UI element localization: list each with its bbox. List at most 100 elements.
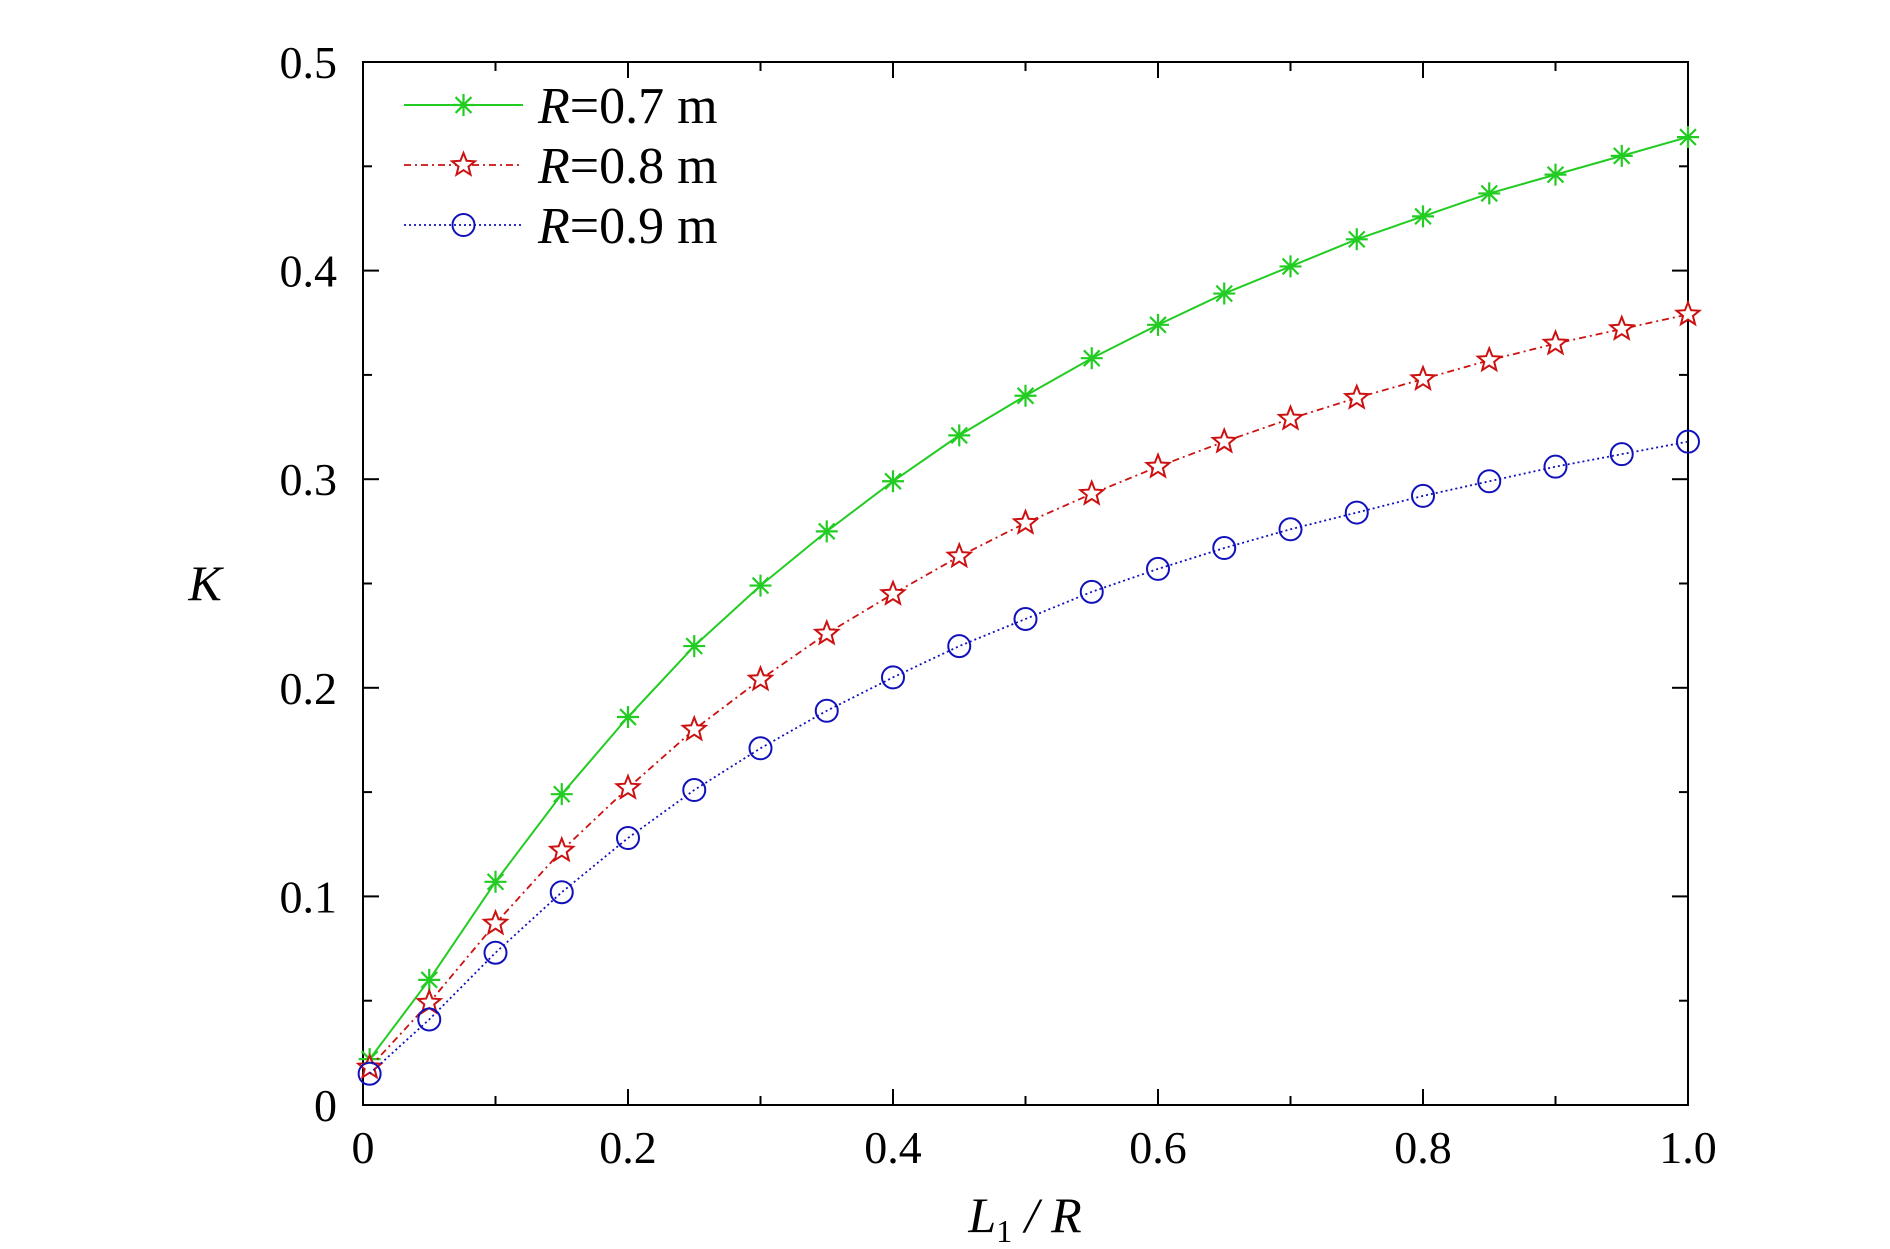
data-point-r-0-8 bbox=[1011, 508, 1040, 535]
data-point-r-0-9 bbox=[1013, 606, 1038, 631]
data-point-r-0-9 bbox=[483, 940, 508, 965]
y-tick-label: 0 bbox=[314, 1080, 337, 1131]
x-tick-label: 1.0 bbox=[1659, 1122, 1717, 1173]
data-point-r-0-7 bbox=[1213, 282, 1236, 305]
series-layer bbox=[355, 126, 1703, 1086]
data-point-r-0-9 bbox=[881, 665, 905, 690]
legend-item-r-0-8: R=0.8 m bbox=[404, 138, 718, 195]
data-point-r-0-7 bbox=[1080, 347, 1103, 370]
data-point-r-0-7 bbox=[1677, 126, 1699, 149]
series-r-0-9 bbox=[357, 429, 1700, 1086]
x-tick-label: 0.6 bbox=[1129, 1122, 1187, 1173]
data-point-r-0-7 bbox=[1147, 313, 1169, 336]
data-point-r-0-8 bbox=[878, 579, 908, 606]
data-point-r-0-7 bbox=[1412, 205, 1434, 228]
data-point-r-0-7 bbox=[683, 635, 706, 658]
legend-label-r-0-7: R=0.7 m bbox=[537, 78, 718, 135]
legend-label-var: R bbox=[537, 198, 570, 255]
legend-label-var: R bbox=[537, 138, 570, 195]
data-point-r-0-8 bbox=[1541, 328, 1570, 356]
x-axis-label-rest: / R bbox=[1012, 1187, 1081, 1243]
legend-label-value: =0.8 m bbox=[570, 138, 718, 195]
legend-label-r-0-8: R=0.8 m bbox=[537, 138, 718, 195]
series-line-r-0-8 bbox=[368, 313, 1689, 1069]
data-point-r-0-9 bbox=[682, 778, 707, 803]
data-point-r-0-9 bbox=[1609, 442, 1634, 467]
data-point-r-0-9 bbox=[1543, 454, 1568, 479]
data-point-r-0-7 bbox=[1544, 163, 1567, 186]
data-point-r-0-8 bbox=[1342, 383, 1371, 410]
series-r-0-8 bbox=[355, 299, 1703, 1080]
data-point-r-0-7 bbox=[1345, 228, 1368, 251]
data-point-r-0-9 bbox=[1344, 500, 1369, 525]
data-point-r-0-8 bbox=[1276, 403, 1305, 431]
x-axis-label-main: L bbox=[967, 1187, 996, 1243]
data-point-r-0-9 bbox=[1146, 556, 1170, 581]
legend-marker-r-0-9 bbox=[451, 213, 476, 237]
data-point-r-0-9 bbox=[616, 825, 640, 850]
data-point-r-0-9 bbox=[1212, 536, 1237, 561]
data-point-r-0-8 bbox=[945, 541, 974, 569]
data-point-r-0-9 bbox=[814, 698, 839, 723]
data-point-r-0-9 bbox=[1477, 469, 1502, 494]
legend-label-r-0-9: R=0.9 m bbox=[537, 198, 718, 255]
y-tick-label: 0.1 bbox=[280, 871, 338, 922]
x-axis-label: L1 / R bbox=[967, 1187, 1081, 1249]
data-point-r-0-8 bbox=[812, 618, 841, 646]
data-point-r-0-7 bbox=[617, 706, 639, 729]
data-point-r-0-7 bbox=[1279, 255, 1302, 278]
data-point-r-0-9 bbox=[357, 1061, 382, 1086]
data-point-r-0-8 bbox=[1475, 345, 1504, 373]
data-point-r-0-9 bbox=[1676, 429, 1700, 454]
data-point-r-0-8 bbox=[613, 773, 643, 800]
data-point-r-0-7 bbox=[550, 783, 573, 806]
data-point-r-0-7 bbox=[1478, 182, 1501, 205]
series-r-0-7 bbox=[358, 126, 1699, 1071]
y-tick-label: 0.2 bbox=[280, 663, 338, 714]
data-point-r-0-8 bbox=[547, 835, 576, 863]
x-tick-label: 0.2 bbox=[599, 1122, 657, 1173]
data-point-r-0-7 bbox=[418, 968, 441, 991]
legend-label-value: =0.7 m bbox=[570, 78, 718, 135]
series-line-r-0-7 bbox=[368, 136, 1689, 1060]
legend-item-r-0-9: R=0.9 m bbox=[404, 198, 718, 255]
data-point-r-0-7 bbox=[882, 470, 904, 493]
data-point-r-0-8 bbox=[1077, 479, 1106, 506]
x-tick-label: 0 bbox=[352, 1122, 375, 1173]
data-point-r-0-8 bbox=[1143, 451, 1173, 479]
data-point-r-0-8 bbox=[1673, 299, 1703, 327]
data-point-r-0-9 bbox=[1411, 483, 1435, 508]
data-point-r-0-7 bbox=[749, 574, 772, 597]
data-point-r-0-8 bbox=[481, 908, 510, 936]
legend-label-var: R bbox=[537, 78, 570, 135]
data-point-r-0-8 bbox=[746, 664, 775, 692]
x-tick-label: 0.4 bbox=[864, 1122, 922, 1173]
ticks: 0 0.2 0.4 0.6 0.8 1.0 0 0.1 0.2 0.3 0.4 0.5 bbox=[280, 37, 1717, 1173]
y-tick-label: 0.5 bbox=[280, 37, 338, 88]
data-point-r-0-7 bbox=[484, 870, 507, 893]
data-point-r-0-9 bbox=[748, 736, 773, 761]
data-point-r-0-7 bbox=[1014, 384, 1037, 407]
legend-label-value: =0.9 m bbox=[570, 198, 718, 255]
y-axis-label: K bbox=[187, 555, 224, 611]
data-point-r-0-7 bbox=[815, 520, 838, 543]
legend: R=0.7 mR=0.8 mR=0.9 m bbox=[404, 78, 718, 255]
data-point-r-0-8 bbox=[1607, 314, 1636, 341]
data-point-r-0-8 bbox=[1408, 364, 1438, 391]
data-point-r-0-9 bbox=[549, 880, 574, 905]
data-point-r-0-8 bbox=[1210, 426, 1239, 454]
data-point-r-0-8 bbox=[680, 714, 709, 742]
legend-marker-r-0-8 bbox=[449, 150, 478, 177]
y-tick-label: 0.4 bbox=[280, 246, 338, 297]
x-tick-label: 0.8 bbox=[1394, 1122, 1452, 1173]
x-axis-label-subscript: 1 bbox=[996, 1213, 1012, 1249]
data-point-r-0-7 bbox=[1610, 144, 1633, 167]
legend-marker-r-0-7 bbox=[452, 94, 475, 116]
y-tick-label: 0.3 bbox=[280, 454, 338, 505]
data-point-r-0-9 bbox=[417, 1007, 442, 1032]
data-point-r-0-9 bbox=[1079, 579, 1104, 604]
data-point-r-0-9 bbox=[1278, 517, 1303, 542]
series-line-r-0-9 bbox=[369, 440, 1689, 1075]
data-point-r-0-7 bbox=[948, 424, 971, 447]
